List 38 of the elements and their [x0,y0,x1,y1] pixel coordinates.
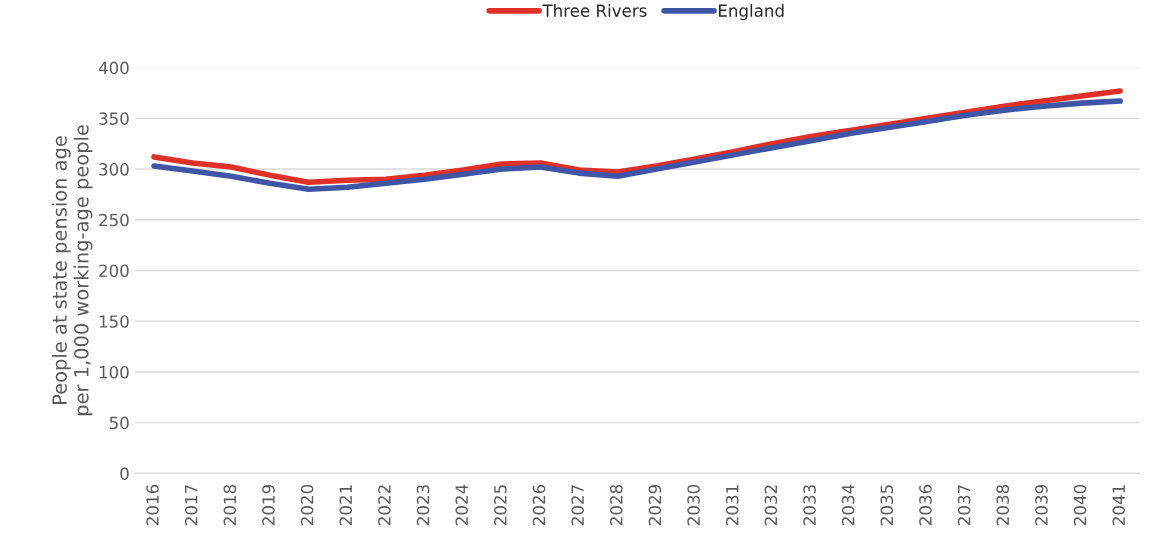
x-tick-label: 2040 [1073,484,1087,525]
y-tick-label: 100 [99,365,129,379]
legend-label: England [719,4,784,21]
x-tick-label: 2019 [262,484,275,525]
x-tick-label: 2041 [1112,485,1125,525]
x-tick-label: 2037 [957,485,971,525]
x-tick-label: 2030 [687,484,700,525]
y-tick-label: 50 [109,416,129,430]
x-tick-label: 2021 [339,485,353,525]
legend-label: Three Rivers [542,4,647,17]
x-tick-label: 2016 [146,484,159,525]
y-tick-label: 400 [98,61,129,75]
y-tick-label: 300 [99,163,129,176]
x-tick-label: 2038 [996,484,1010,525]
x-tick-label: 2032 [764,485,778,525]
y-axis-title: People at state pension age per 1,000 working-age people [51,125,93,416]
y-tick-label: 0 [120,467,129,480]
x-tick-label: 2028 [609,484,623,525]
x-tick-label: 2033 [803,485,816,525]
y-tick-label: 150 [99,315,129,328]
x-tick-label: 2039 [1035,484,1048,525]
x-tick-label: 2035 [880,485,894,525]
x-tick-label: 2034 [841,484,855,525]
y-tick-label: 350 [99,112,129,125]
x-tick-label: 2022 [378,485,391,525]
x-tick-label: 2020 [300,484,314,525]
x-tick-label: 2024 [455,484,468,525]
y-tick-label: 200 [99,264,129,278]
y-tick-label: 250 [99,213,129,227]
x-tick-label: 2036 [919,484,932,525]
x-tick-label: 2026 [532,484,546,525]
x-tick-label: 2029 [648,484,662,525]
x-tick-label: 2018 [223,484,237,525]
x-tick-label: 2023 [416,485,430,525]
x-tick-label: 2017 [184,485,198,525]
x-tick-label: 2031 [725,485,739,525]
x-tick-label: 2025 [494,485,507,525]
x-tick-label: 2027 [571,485,584,525]
